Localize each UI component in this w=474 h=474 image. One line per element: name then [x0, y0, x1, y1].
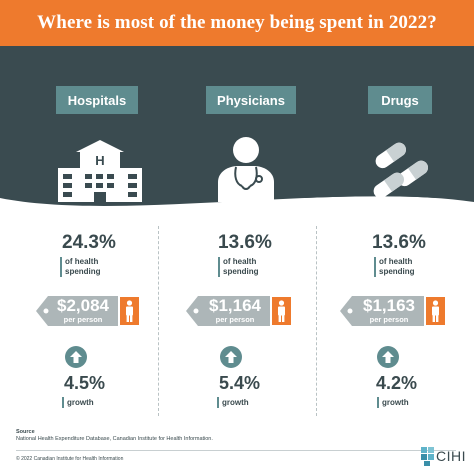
copyright: © 2022 Canadian Institute for Health Inf…: [16, 456, 124, 462]
cihi-logo-icon: [421, 447, 434, 466]
arrow-up-icon: [377, 346, 399, 368]
share-sub-drugs: of health spending: [374, 257, 420, 277]
page-title: Where is most of the money being spent i…: [37, 12, 437, 33]
column-divider: [316, 226, 317, 416]
svg-text:H: H: [95, 153, 104, 168]
person-icon: [272, 297, 291, 325]
footer-divider: [16, 450, 456, 451]
category-label-drugs: Drugs: [368, 86, 432, 114]
growth-sub-drugs: growth: [377, 397, 409, 408]
per-person-sub-drugs: per person: [369, 315, 409, 324]
growth-drugs: 4.2%: [376, 373, 418, 393]
source-heading: Source: [16, 429, 35, 435]
growth-hospitals: 4.5%: [64, 373, 106, 393]
pills-icon: [373, 142, 429, 199]
share-hospitals: 24.3%: [62, 232, 116, 253]
arrow-up-icon: [220, 346, 242, 368]
per-person-drugs: $1,163: [363, 296, 415, 315]
category-label-hospitals: Hospitals: [56, 86, 138, 114]
price-tag-drugs: [340, 296, 424, 326]
logo-text: CIHI: [436, 448, 466, 464]
per-person-hospitals: $2,084: [57, 296, 109, 315]
per-person-sub-physicians: per person: [215, 315, 255, 324]
share-sub-physicians: of health spending: [218, 257, 264, 277]
growth-physicians: 5.4%: [219, 373, 261, 393]
arrow-up-icon: [65, 346, 87, 368]
growth-sub-physicians: growth: [217, 397, 249, 408]
price-tag-physicians: [186, 296, 270, 326]
source-note: Source National Health Expenditure Datab…: [16, 429, 213, 443]
per-person-physicians: $1,164: [209, 296, 261, 315]
share-physicians: 13.6%: [218, 232, 272, 253]
hospital-icon: H: [58, 140, 142, 202]
source-text: National Health Expenditure Database, Ca…: [16, 436, 213, 442]
category-label-physicians: Physicians: [206, 86, 296, 114]
per-person-sub-hospitals: per person: [63, 315, 103, 324]
price-tag-hospitals: [36, 296, 118, 326]
physician-icon: [218, 137, 274, 202]
person-icon: [120, 297, 139, 325]
growth-sub-hospitals: growth: [62, 397, 94, 408]
person-icon: [426, 297, 445, 325]
column-divider: [158, 226, 159, 416]
share-drugs: 13.6%: [372, 232, 426, 253]
title-bar: Where is most of the money being spent i…: [0, 0, 474, 46]
share-sub-hospitals: of health spending: [60, 257, 106, 277]
